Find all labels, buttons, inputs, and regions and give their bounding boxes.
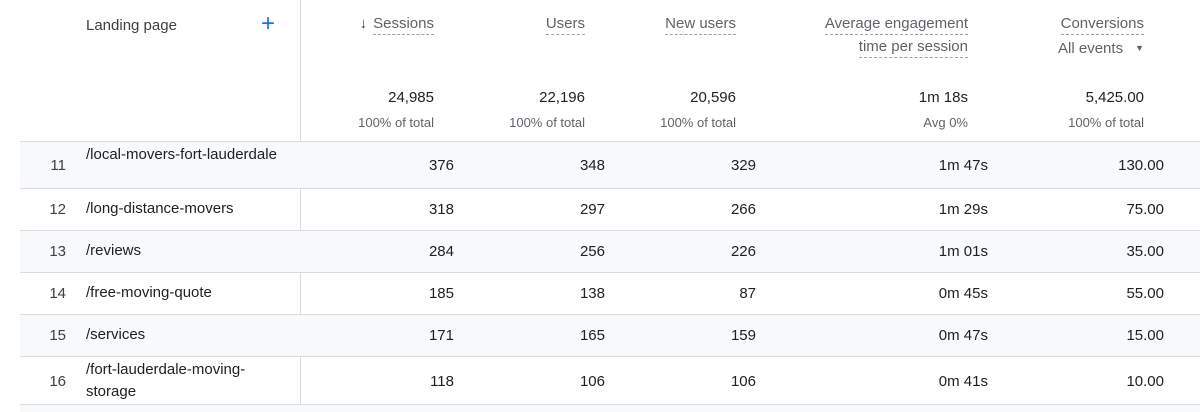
row-new-users: 266 (730, 201, 756, 218)
table-row[interactable]: 11 /local-movers-fort-lauderdale 376 348… (20, 141, 1200, 188)
row-index: 16 (49, 373, 66, 390)
row-sessions: 376 (428, 157, 454, 174)
table-row[interactable]: 15 /services 171 165 159 0m 47s 15.00 (20, 314, 1200, 356)
engagement-header[interactable]: Average engagement (824, 15, 968, 35)
landing-page-path[interactable]: /services (86, 326, 146, 343)
plus-icon: + (260, 10, 275, 37)
new-users-header-label: New users (665, 15, 736, 35)
total-engagement: 1m 18s (918, 89, 968, 106)
table-row[interactable]: 12 /long-distance-movers 318 297 266 1m … (20, 188, 1200, 230)
row-conversions: 35.00 (1126, 243, 1164, 260)
dimension-header[interactable]: Landing page (86, 17, 177, 34)
row-engagement: 0m 45s (938, 285, 988, 302)
sessions-header[interactable]: ↓ Sessions (359, 15, 434, 35)
table-bottom-border (20, 404, 1200, 405)
row-index: 12 (49, 201, 66, 218)
arrow-down-icon: ↓ (359, 15, 368, 32)
row-sessions: 171 (428, 327, 454, 344)
engagement-header-line2: time per session (858, 38, 968, 58)
next-row-strip (20, 405, 1200, 412)
column-divider (300, 0, 301, 412)
users-header-label: Users (545, 15, 585, 35)
row-sessions: 284 (428, 243, 454, 260)
events-dropdown-value: All events (1058, 40, 1124, 57)
add-dimension-button[interactable]: + (258, 12, 278, 36)
total-new-users-pct: 100% of total (660, 115, 736, 130)
table-row[interactable]: 14 /free-moving-quote 185 138 87 0m 45s … (20, 272, 1200, 314)
row-users: 297 (579, 201, 605, 218)
conversions-header[interactable]: Conversions (1060, 15, 1144, 35)
data-table-body: 11 /local-movers-fort-lauderdale 376 348… (20, 141, 1200, 403)
sessions-header-label: Sessions (373, 15, 434, 35)
row-conversions: 15.00 (1126, 327, 1164, 344)
row-new-users: 87 (739, 285, 756, 302)
row-sessions: 118 (430, 373, 454, 390)
total-sessions-pct: 100% of total (358, 115, 434, 130)
table-row[interactable]: 13 /reviews 284 256 226 1m 01s 35.00 (20, 230, 1200, 272)
users-header[interactable]: Users (545, 15, 585, 35)
row-sessions: 318 (428, 201, 454, 218)
total-sessions: 24,985 (388, 89, 434, 106)
table-row[interactable]: 16 /fort-lauderdale-moving-storage 118 1… (20, 356, 1200, 403)
row-sessions: 185 (428, 285, 454, 302)
row-new-users: 329 (730, 157, 756, 174)
total-engagement-pct: Avg 0% (923, 115, 968, 130)
row-new-users: 159 (730, 327, 756, 344)
row-conversions: 75.00 (1126, 201, 1164, 218)
new-users-header[interactable]: New users (665, 15, 736, 35)
row-conversions: 130.00 (1118, 157, 1164, 174)
row-index: 14 (49, 285, 66, 302)
landing-page-path[interactable]: /free-moving-quote (86, 284, 212, 301)
engagement-header-line1: Average engagement (824, 15, 968, 35)
row-engagement: 1m 29s (938, 201, 988, 218)
row-new-users: 106 (730, 373, 756, 390)
row-users: 106 (579, 373, 605, 390)
total-new-users: 20,596 (690, 89, 736, 106)
row-conversions: 55.00 (1126, 285, 1164, 302)
landing-page-path[interactable]: /long-distance-movers (86, 200, 234, 217)
conversions-header-label: Conversions (1060, 15, 1144, 35)
row-engagement: 0m 47s (938, 327, 988, 344)
row-index: 15 (49, 327, 66, 344)
row-index: 11 (50, 157, 66, 174)
landing-page-path[interactable]: /reviews (86, 242, 142, 259)
total-conversions: 5,425.00 (1085, 89, 1144, 106)
row-new-users: 226 (730, 243, 756, 260)
row-users: 348 (579, 157, 605, 174)
events-dropdown[interactable]: All events ▼ (1058, 40, 1144, 57)
total-conversions-pct: 100% of total (1068, 115, 1144, 130)
row-users: 138 (579, 285, 605, 302)
engagement-header-2[interactable]: time per session (858, 38, 968, 58)
total-users: 22,196 (539, 89, 585, 106)
row-engagement: 0m 41s (938, 373, 988, 390)
landing-page-path[interactable]: /local-movers-fort-lauderdale (86, 146, 277, 163)
caret-down-icon: ▼ (1135, 43, 1144, 53)
row-index: 13 (49, 243, 66, 260)
row-engagement: 1m 47s (938, 157, 988, 174)
landing-page-path[interactable]: /fort-lauderdale-moving-storage (86, 361, 246, 400)
total-users-pct: 100% of total (509, 115, 585, 130)
row-users: 165 (579, 327, 605, 344)
row-conversions: 10.00 (1126, 373, 1164, 390)
row-users: 256 (579, 243, 605, 260)
row-engagement: 1m 01s (938, 243, 988, 260)
